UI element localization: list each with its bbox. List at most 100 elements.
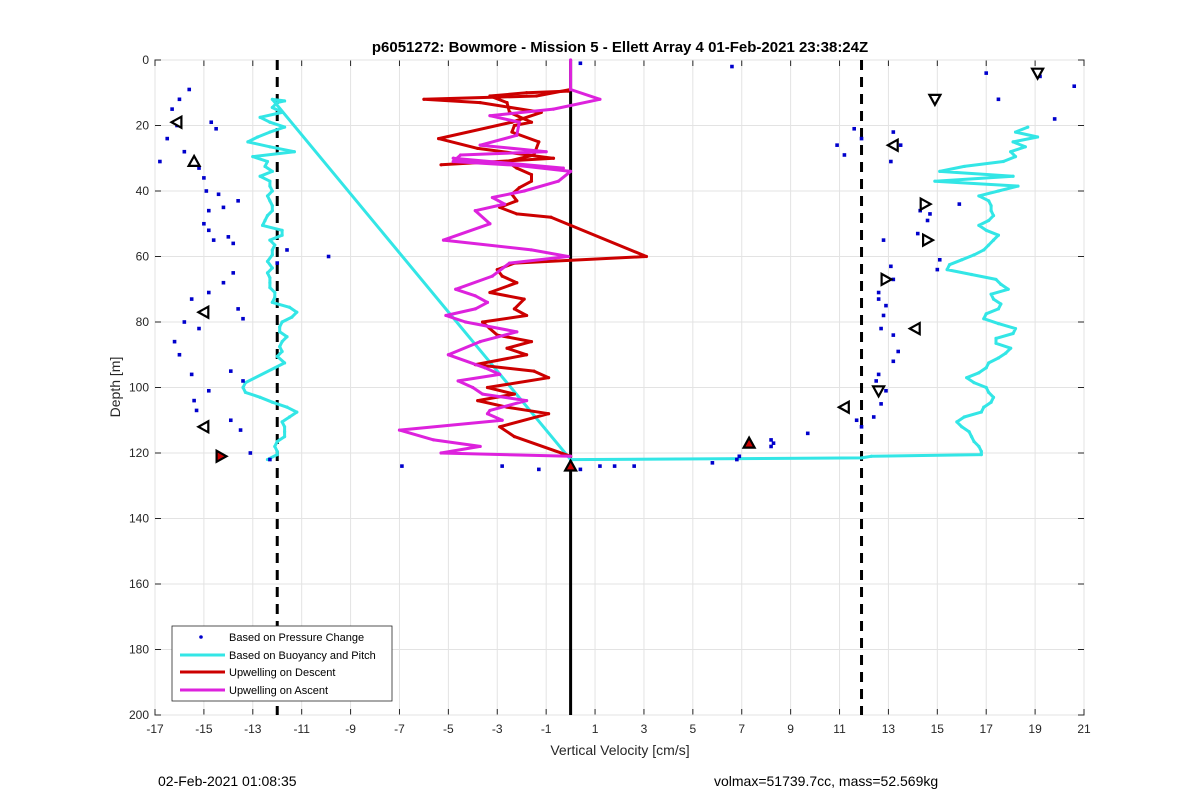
pressure-point	[881, 238, 886, 242]
pressure-point	[884, 388, 888, 393]
ascent-series-point	[471, 385, 475, 390]
ascent-series-point	[566, 254, 570, 259]
triangle-marker	[186, 153, 202, 167]
buoyancy-series-point	[994, 277, 998, 282]
pressure-point	[884, 303, 888, 308]
pressure-point	[578, 61, 583, 66]
pressure-point	[898, 143, 903, 147]
pressure-point	[891, 130, 896, 134]
ascent-series-point	[483, 366, 487, 370]
x-tick-label: 19	[1028, 722, 1042, 736]
triangle-marker	[919, 196, 933, 212]
ascent-series-point	[507, 261, 512, 265]
buoyancy-series-point	[280, 349, 284, 354]
pressure-point	[187, 87, 192, 92]
ascent-series-point	[569, 58, 573, 62]
ascent-series-point	[522, 189, 526, 193]
ascent-series-point	[488, 222, 492, 226]
pressure-point	[737, 454, 742, 459]
y-tick-label: 80	[136, 315, 150, 329]
buoyancy-series-point	[273, 290, 277, 295]
x-tick-label: -13	[244, 722, 262, 736]
buoyancy-series-point	[278, 344, 282, 349]
ascent-series-line	[398, 60, 602, 458]
buoyancy-series-point	[984, 385, 988, 390]
ascent-series-point	[500, 418, 504, 422]
ascent-series-point	[485, 300, 490, 304]
buoyancy-series-point	[991, 213, 996, 218]
buoyancy-series-point	[258, 174, 262, 178]
pressure-point	[241, 379, 245, 383]
pressure-point	[500, 464, 504, 468]
descent-series-point	[537, 140, 541, 144]
buoyancy-series-point	[1001, 159, 1005, 164]
buoyancy-series-point	[996, 189, 1001, 193]
ascent-series-point	[478, 444, 482, 449]
tick-labels: -17 -15 -13 -11 -9 -7 -5 -3 -1 1 3 5 7 9 11 13 15 17 19 210…	[129, 53, 1091, 736]
buoyancy-series-point	[275, 449, 279, 453]
descent-series-point	[529, 173, 534, 177]
triangle-marker	[741, 435, 757, 449]
buoyancy-series-point	[270, 204, 274, 208]
ascent-series-point	[458, 153, 463, 157]
buoyancy-series-point	[275, 453, 279, 457]
ascent-series-point	[446, 353, 450, 357]
descent-series-point	[480, 320, 485, 324]
x-tick-label: -7	[394, 722, 405, 736]
pressure-point	[158, 159, 162, 164]
buoyancy-series-point	[275, 354, 279, 358]
pressure-point	[710, 461, 715, 465]
buoyancy-series-point	[275, 439, 279, 444]
descent-series-point	[547, 412, 551, 416]
buoyancy-series-point	[984, 366, 988, 370]
buoyancy-series-point	[969, 435, 974, 439]
pressure-point	[874, 379, 878, 383]
ascent-series-point	[473, 307, 477, 311]
pressure-point	[925, 218, 930, 223]
buoyancy-series-point	[977, 223, 981, 227]
pressure-point	[182, 320, 187, 324]
pressure-point	[769, 438, 773, 442]
buoyancy-series-point	[1023, 145, 1027, 149]
x-tick-label: -5	[443, 722, 454, 736]
buoyancy-series-point	[969, 272, 974, 277]
buoyancy-series-point	[1011, 331, 1015, 336]
ascent-series-point	[598, 97, 602, 101]
ascent-series-point	[456, 379, 460, 383]
buoyancy-series-point	[246, 140, 250, 144]
buoyancy-series-point	[270, 209, 274, 213]
buoyancy-series-point	[982, 248, 986, 252]
buoyancy-series-point	[285, 405, 289, 409]
descent-series-point	[525, 91, 529, 95]
x-tick-label: 11	[833, 722, 846, 736]
pressure-point	[206, 228, 211, 233]
pressure-point	[231, 241, 236, 246]
y-tick-label: 180	[129, 643, 149, 657]
ascent-series-point	[551, 107, 556, 111]
buoyancy-series-point	[1013, 155, 1018, 159]
pressure-point	[735, 457, 739, 462]
buoyancy-series-point	[263, 164, 267, 169]
ascent-series-point	[439, 451, 443, 455]
buoyancy-series-point	[270, 105, 274, 110]
pressure-point	[984, 71, 989, 75]
buoyancy-series-point	[278, 330, 282, 334]
buoyancy-series-point	[270, 189, 274, 193]
pressure-point	[221, 280, 226, 285]
descent-series-point	[505, 100, 509, 105]
descent-series-point	[547, 376, 551, 380]
buoyancy-series-point	[263, 218, 267, 223]
descent-series-point	[515, 281, 519, 285]
buoyancy-series-point	[869, 454, 873, 458]
buoyancy-series-point	[984, 312, 988, 316]
pressure-point	[189, 372, 194, 377]
buoyancy-series-point	[994, 341, 998, 345]
pressure-point	[876, 290, 881, 295]
buoyancy-series-point	[979, 449, 983, 453]
buoyancy-series-point	[991, 297, 996, 301]
buoyancy-series-point	[1013, 326, 1018, 331]
triangle-marker	[885, 137, 899, 153]
x-tick-label: 7	[738, 722, 745, 736]
descent-series-upper-point	[439, 163, 443, 167]
buoyancy-series-point	[273, 243, 277, 247]
